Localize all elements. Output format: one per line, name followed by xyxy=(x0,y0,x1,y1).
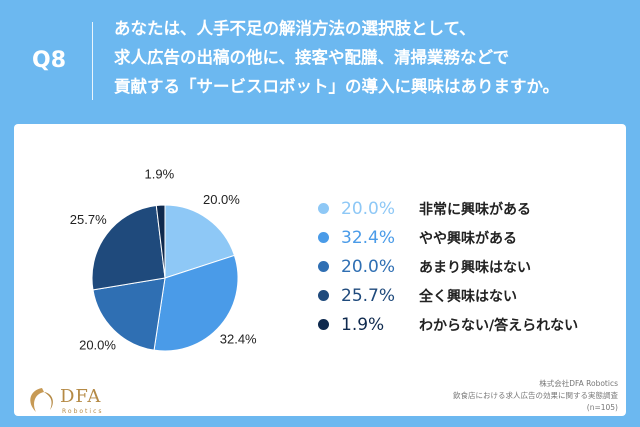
legend-percent: 1.9% xyxy=(341,314,385,335)
question-divider xyxy=(92,22,93,100)
question-header: Q8 あなたは、人手不足の解消方法の選択肢として、 求人広告の出稿の他に、接客や… xyxy=(0,0,640,122)
legend-dot-icon xyxy=(318,261,329,272)
pie-label-1: 20.0% xyxy=(203,192,240,207)
legend-item-4: 25.7% 全く興味はない xyxy=(318,281,618,310)
pie-slice-2 xyxy=(153,254,239,352)
legend-percent: 32.4% xyxy=(341,227,396,248)
legend-percent: 25.7% xyxy=(341,285,396,306)
logo-mark-icon xyxy=(30,388,53,412)
legend-label: やや興味がある xyxy=(419,230,517,247)
legend-label: あまり興味はない xyxy=(419,259,531,276)
question-number: Q8 xyxy=(32,48,67,73)
question-line-3: 貢献する「サービスロボット」の導入に興味はありますか。 xyxy=(114,77,560,96)
legend-item-5: 1.9% わからない/答えられない xyxy=(318,310,618,339)
legend-item-1: 20.0% 非常に興味がある xyxy=(318,194,618,223)
credit-sample: (n=105) xyxy=(586,403,618,412)
legend-dot-icon xyxy=(318,290,329,301)
logo-subtitle: Robotics xyxy=(62,408,104,415)
question-line-2: 求人広告の出稿の他に、接客や配膳、清掃業務などで xyxy=(114,48,510,67)
credit-survey: 飲食店における求人広告の効果に関する実態調査 xyxy=(453,391,618,400)
legend-dot-icon xyxy=(318,203,329,214)
legend-item-3: 20.0% あまり興味はない xyxy=(318,252,618,281)
legend-label: 全く興味はない xyxy=(419,288,517,305)
question-line-1: あなたは、人手不足の解消方法の選択肢として、 xyxy=(114,19,476,38)
logo-name: DFA xyxy=(60,386,102,407)
pie-label-2: 32.4% xyxy=(220,332,257,347)
legend-label: わからない/答えられない xyxy=(419,317,579,334)
pie-slice-5 xyxy=(155,204,166,279)
legend-percent: 20.0% xyxy=(341,198,396,219)
legend-percent: 20.0% xyxy=(341,256,396,277)
legend-dot-icon xyxy=(318,232,329,243)
pie-slice-4 xyxy=(91,204,166,291)
source-credit: 株式会社DFA Robotics 飲食店における求人広告の効果に関する実態調査 … xyxy=(453,378,618,414)
chart-legend: 20.0% 非常に興味がある 32.4% やや興味がある 20.0% あまり興味はない 25… xyxy=(318,194,618,339)
question-text: あなたは、人手不足の解消方法の選択肢として、 求人広告の出稿の他に、接客や配膳、… xyxy=(114,14,634,101)
legend-label: 非常に興味がある xyxy=(419,201,531,218)
pie-label-3: 20.0% xyxy=(79,338,116,353)
pie-label-5: 1.9% xyxy=(145,167,175,182)
pie-slice-3 xyxy=(92,277,166,351)
pie-label-4: 25.7% xyxy=(70,212,107,227)
legend-item-2: 32.4% やや興味がある xyxy=(318,223,618,252)
credit-company: 株式会社DFA Robotics xyxy=(539,379,618,388)
legend-dot-icon xyxy=(318,319,329,330)
pie-slice-1 xyxy=(164,204,236,279)
dfa-logo: DFA Robotics xyxy=(22,384,142,418)
